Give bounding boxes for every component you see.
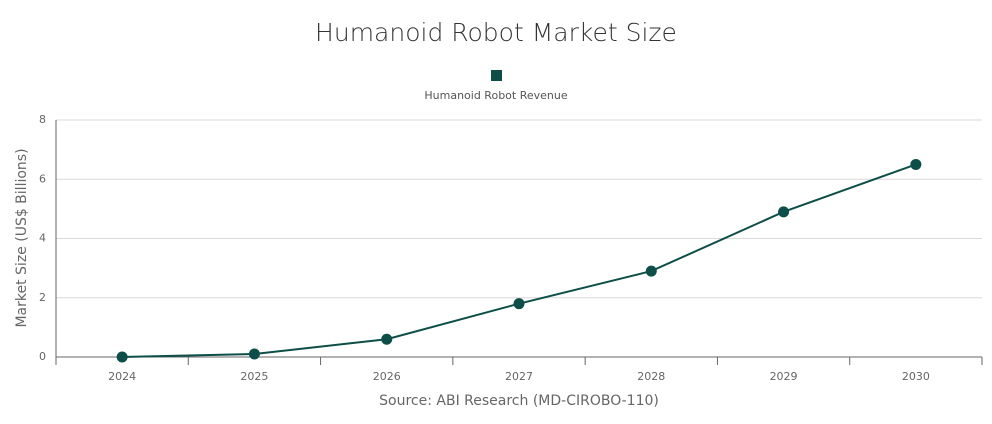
y-tick-label: 6: [39, 172, 46, 185]
x-axis-label: Source: ABI Research (MD-CIROBO-110): [379, 393, 659, 409]
x-tick-label: 2026: [373, 370, 401, 383]
point: [381, 333, 393, 345]
point: [513, 298, 525, 310]
y-axis-label: Market Size (US$ Billions): [14, 148, 30, 327]
y-tick-label: 0: [39, 350, 46, 363]
x-tick-label: 2030: [902, 370, 930, 383]
point: [116, 351, 128, 363]
chart-title: Humanoid Robot Market Size: [315, 18, 677, 47]
y-tick-label: 8: [39, 113, 46, 126]
x-tick-label: 2024: [108, 370, 136, 383]
point: [248, 348, 260, 360]
y-tick-label: 2: [39, 291, 46, 304]
x-tick-label: 2027: [505, 370, 533, 383]
y-tick-label: 4: [39, 232, 46, 245]
x-tick-label: 2028: [637, 370, 665, 383]
legend-swatch: [491, 70, 502, 81]
legend-label: Humanoid Robot Revenue: [424, 89, 567, 102]
point: [778, 206, 790, 218]
x-tick-label: 2029: [770, 370, 798, 383]
point: [910, 158, 922, 170]
x-tick-label: 2025: [240, 370, 268, 383]
point: [645, 265, 657, 277]
line: [122, 163, 917, 358]
